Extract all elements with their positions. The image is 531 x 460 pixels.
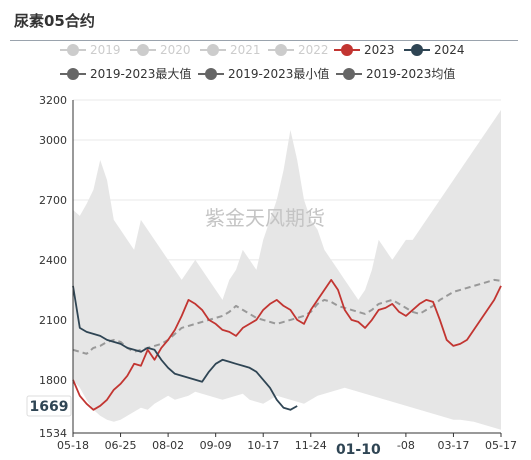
legend-item-min[interactable]: 2019-2023最小值	[198, 65, 329, 82]
legend-symbol-icon	[268, 43, 294, 57]
series-line-2023	[72, 279, 502, 411]
legend-item-2020[interactable]: 2020	[130, 43, 191, 57]
series-line-2024	[72, 285, 298, 411]
legend-symbol-icon	[60, 67, 86, 81]
chart-title: 尿素05合约	[14, 12, 95, 30]
legend-label: 2021	[230, 43, 261, 57]
y-tick-label: 1800	[39, 374, 67, 387]
legend-symbol-icon	[60, 43, 86, 57]
x-tick-label: 05-18	[57, 439, 89, 452]
legend-symbol-icon	[130, 43, 156, 57]
y-tick-label: 1534	[39, 427, 67, 440]
title-divider	[10, 40, 518, 41]
axes: 1534 1800 2100 2400 2700 3000 3200 05-18 06-25 08…	[26, 94, 517, 458]
y-tick-label: 3000	[39, 134, 67, 147]
watermark-text: 紫金天风期货	[205, 206, 325, 230]
legend-item-2024[interactable]: 2024	[404, 43, 465, 57]
y-tick-label: 2700	[39, 194, 67, 207]
x-tick-label: 09-09	[200, 439, 232, 452]
legend-item-2023[interactable]: 2023	[334, 43, 395, 57]
legend-label: 2019-2023最小值	[228, 67, 330, 81]
x-tick-label: 10-17	[247, 439, 279, 452]
y-tick-label: 2400	[39, 254, 67, 267]
legend-symbol-icon	[336, 67, 362, 81]
legend-label: 2022	[298, 43, 329, 57]
legend-symbol-icon	[198, 67, 224, 81]
y-tick-label: 3200	[39, 94, 67, 107]
legend-label: 2020	[160, 43, 191, 57]
legend-label: 2019-2023最大值	[90, 67, 192, 81]
legend-symbol-icon	[200, 43, 226, 57]
band-area	[73, 110, 501, 430]
x-tick-label: 06-25	[105, 439, 137, 452]
x-tick-label: 08-02	[152, 439, 184, 452]
x-tick-label: 01-10	[336, 442, 381, 458]
value-label-box	[26, 395, 72, 417]
legend-label: 2024	[434, 43, 465, 57]
legend-item-2019[interactable]: 2019	[60, 43, 121, 57]
legend-item-2022[interactable]: 2022	[268, 43, 329, 57]
value-label: 1669	[30, 399, 69, 415]
x-tick-label: -08	[397, 439, 415, 452]
series-lines	[72, 278, 502, 411]
legend: 2019 2020 2021 2022 2023 2024 2019-2023最…	[0, 43, 531, 83]
x-tick-label: 11-24	[295, 439, 327, 452]
legend-label: 2019	[90, 43, 121, 57]
legend-item-mean[interactable]: 2019-2023均值	[336, 65, 455, 82]
legend-label: 2019-2023均值	[366, 67, 456, 81]
x-tick-label: 03-17	[437, 439, 469, 452]
legend-item-2021[interactable]: 2021	[200, 43, 261, 57]
legend-symbol-icon	[334, 43, 360, 57]
y-tick-label: 2100	[39, 314, 67, 327]
range-band-area	[73, 110, 501, 430]
x-tick-label: 05-17	[485, 439, 517, 452]
legend-symbol-icon	[404, 43, 430, 57]
legend-label: 2023	[364, 43, 395, 57]
legend-item-max[interactable]: 2019-2023最大值	[60, 65, 191, 82]
